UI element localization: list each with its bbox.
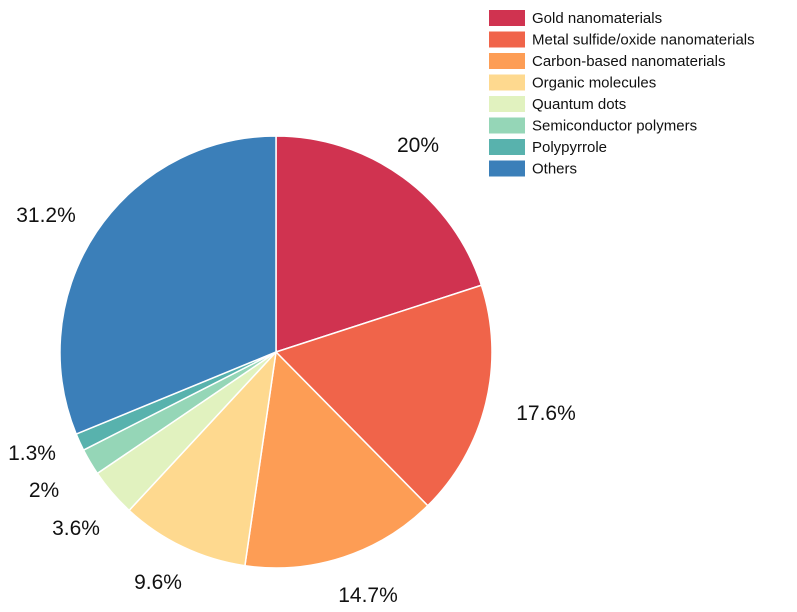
legend-label: Gold nanomaterials xyxy=(532,10,662,27)
pie-slice xyxy=(275,135,483,354)
legend-swatch xyxy=(489,53,525,69)
legend-label: Semiconductor polymers xyxy=(532,118,697,135)
legend-label: Metal sulfide/oxide nanomaterials xyxy=(532,32,755,49)
slice-percent-label: 9.6% xyxy=(134,571,182,594)
slice-percent-label: 14.7% xyxy=(338,584,398,607)
slice-percent-label: 3.6% xyxy=(52,517,100,540)
legend-swatch xyxy=(489,31,525,48)
legend: Gold nanomaterials Metal sulfide/oxide na… xyxy=(489,10,755,178)
pie-slice xyxy=(274,284,493,507)
legend-label: Organic molecules xyxy=(532,75,656,92)
slice-percent-label: 17.6% xyxy=(516,402,576,425)
legend-label: Others xyxy=(532,161,577,178)
legend-swatch xyxy=(489,74,525,91)
legend-label: Polypyrrole xyxy=(532,139,607,156)
legend-swatch xyxy=(489,139,525,155)
slice-percent-label: 20% xyxy=(397,134,439,157)
legend-swatch xyxy=(489,117,525,134)
pie-slice xyxy=(59,135,277,436)
pie-slice xyxy=(244,350,429,569)
slice-percent-label: 1.3% xyxy=(8,442,56,465)
pie-slices xyxy=(59,135,493,569)
legend-swatch xyxy=(489,96,525,112)
legend-swatch xyxy=(489,160,525,177)
legend-label: Carbon-based nanomaterials xyxy=(532,53,725,70)
slice-percent-label: 31.2% xyxy=(16,204,76,227)
pie-slice xyxy=(128,349,278,567)
legend-label: Quantum dots xyxy=(532,96,626,113)
pie-percent-labels: 20% 17.6% 14.7% 9.6% 3.6% 2% 1.3% 31.2% xyxy=(8,134,576,607)
slice-percent-label: 2% xyxy=(29,479,59,502)
legend-swatch xyxy=(489,10,525,26)
